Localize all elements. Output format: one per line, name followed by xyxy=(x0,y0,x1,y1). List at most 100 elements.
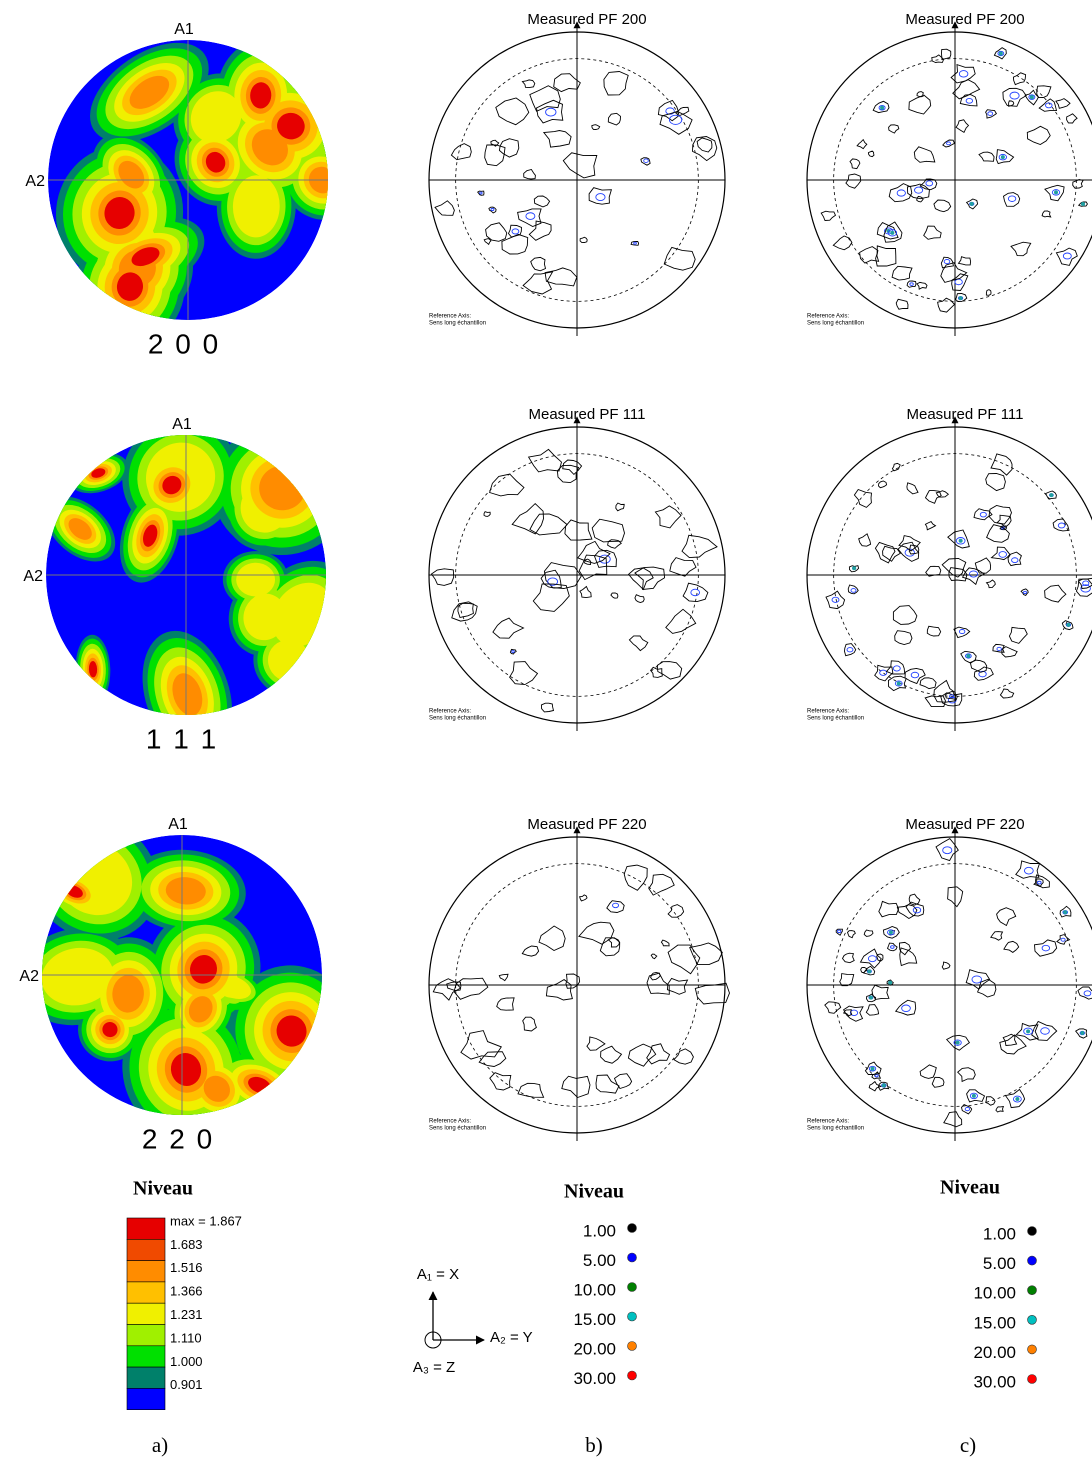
legend-dot xyxy=(627,1311,637,1322)
contour xyxy=(850,588,857,593)
reference-label: Reference Axis: xyxy=(429,314,471,320)
contour xyxy=(888,183,913,203)
contour xyxy=(996,514,1012,528)
contour xyxy=(1057,522,1066,529)
contour xyxy=(485,222,508,242)
contour xyxy=(600,1045,623,1064)
contour xyxy=(910,671,920,679)
contour xyxy=(1029,95,1034,100)
legend-level: max = 1.867 xyxy=(170,1213,242,1228)
contour xyxy=(887,229,898,237)
contour xyxy=(665,608,697,634)
reference-label: Reference Axis: xyxy=(807,1119,849,1125)
contour xyxy=(935,490,950,498)
contour xyxy=(659,110,693,135)
contour xyxy=(483,511,491,517)
legend-level: 10.00 xyxy=(573,1280,616,1299)
figure-label: 2 0 0 xyxy=(148,328,220,359)
contour xyxy=(556,464,580,484)
contour xyxy=(901,1004,911,1012)
legend-level: 10.00 xyxy=(973,1284,1016,1303)
contour xyxy=(479,191,483,195)
contour xyxy=(887,675,907,692)
contour xyxy=(961,1104,973,1115)
key-label: A₃ = Z xyxy=(413,1359,455,1376)
contour xyxy=(954,278,963,286)
contour xyxy=(612,902,620,909)
contour xyxy=(1004,1088,1026,1109)
contour xyxy=(999,1034,1027,1055)
contour xyxy=(692,136,718,162)
intensity-region xyxy=(203,1075,231,1102)
legend-level: 1.366 xyxy=(170,1284,203,1299)
contour xyxy=(880,105,885,110)
contour xyxy=(1049,493,1054,498)
intensity-region xyxy=(170,1052,202,1086)
figure-title: Measured PF 200 xyxy=(527,11,646,28)
contour xyxy=(948,567,968,582)
contour xyxy=(943,1111,963,1128)
contour xyxy=(1011,557,1019,564)
contour xyxy=(958,70,969,78)
contour xyxy=(998,153,1007,161)
axis-label: A2 xyxy=(23,568,43,585)
contour xyxy=(995,1105,1005,1113)
contour xyxy=(1001,526,1005,530)
contour xyxy=(517,1082,545,1098)
contour xyxy=(969,1092,978,1100)
contour xyxy=(1028,94,1036,100)
contour xyxy=(875,245,897,267)
contour xyxy=(565,973,581,989)
legend-band xyxy=(126,1388,166,1411)
contour xyxy=(545,979,573,1001)
intensity-region xyxy=(205,151,226,173)
contour xyxy=(1020,588,1029,596)
contour xyxy=(593,549,617,568)
contour xyxy=(862,965,876,976)
figure-title: Measured PF 111 xyxy=(528,406,645,423)
contour xyxy=(689,942,723,966)
contour xyxy=(909,282,914,286)
contour xyxy=(941,48,952,61)
contour xyxy=(525,212,536,220)
contour xyxy=(945,1034,971,1051)
contour xyxy=(961,567,985,586)
contour xyxy=(1012,1095,1022,1103)
contour xyxy=(985,109,998,119)
axis-label: A1 xyxy=(172,416,192,433)
contour xyxy=(964,1107,971,1112)
contour xyxy=(897,541,920,562)
contour xyxy=(992,643,1005,653)
contour xyxy=(562,152,598,179)
legend-level: 1.683 xyxy=(170,1237,203,1252)
reference-label: Reference Axis: xyxy=(429,709,471,715)
legend-level: 15.00 xyxy=(573,1310,616,1329)
pole-figure xyxy=(46,435,326,715)
contour xyxy=(977,978,997,998)
legend-dot xyxy=(1027,1374,1037,1384)
contour xyxy=(540,569,562,589)
contour xyxy=(1082,580,1090,587)
contour xyxy=(1052,518,1070,532)
intensity-region xyxy=(42,947,114,1006)
contour xyxy=(892,665,901,672)
contour xyxy=(1023,590,1027,595)
contour xyxy=(985,473,1006,492)
contour xyxy=(591,518,625,543)
contour xyxy=(498,973,509,982)
contour xyxy=(1080,202,1085,207)
contour xyxy=(879,669,888,676)
intensity-region xyxy=(143,524,158,547)
contour xyxy=(858,533,872,547)
contour xyxy=(965,198,979,210)
contour xyxy=(667,904,685,918)
intensity-region xyxy=(104,197,135,230)
legend-dot xyxy=(1027,1285,1037,1295)
intensity-region xyxy=(91,468,106,478)
contour xyxy=(538,925,566,952)
contour xyxy=(973,666,994,681)
contour xyxy=(987,111,994,116)
contour xyxy=(894,630,913,645)
contour xyxy=(586,1036,606,1051)
